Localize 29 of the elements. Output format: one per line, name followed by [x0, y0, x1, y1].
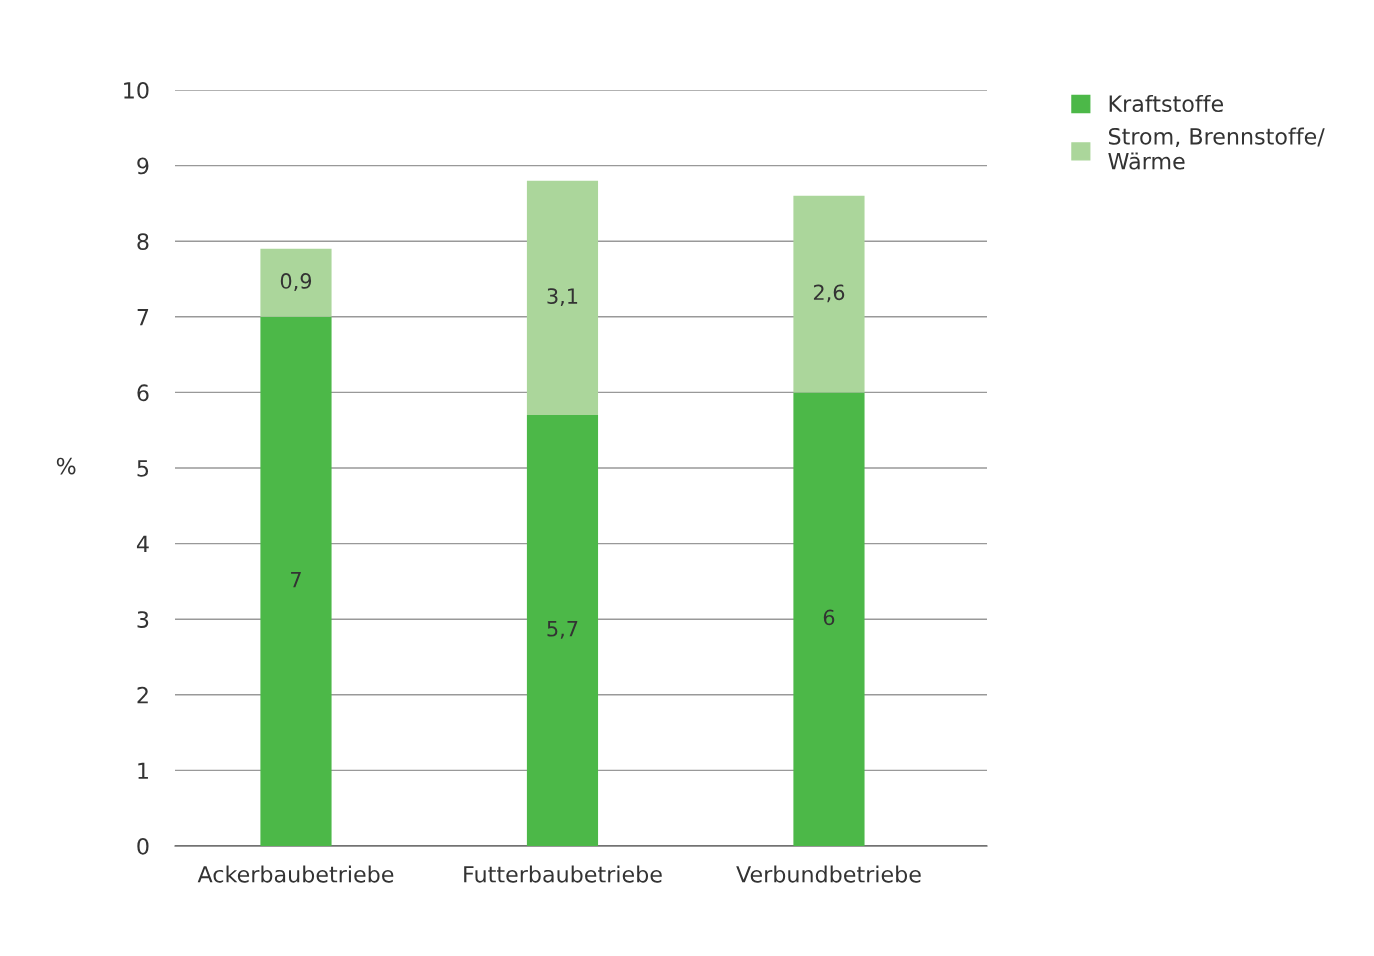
x-tick-label: Verbundbetriebe	[736, 865, 921, 883]
y-tick-label: 3	[137, 611, 149, 628]
data-label: 7	[291, 571, 301, 588]
y-tick-label: 5	[137, 460, 149, 477]
bar	[793, 392, 865, 846]
y-tick-label: 6	[137, 384, 149, 402]
data-label: 3,1	[547, 288, 578, 307]
bar	[793, 195, 865, 393]
x-tick-label: Futterbaubetriebe	[464, 865, 662, 883]
legend-label: Kraftstoffe	[1109, 94, 1224, 113]
legend-label: Strom, Brennstoffe/ Wärme	[1108, 127, 1325, 170]
y-tick-label: 7	[137, 309, 149, 326]
y-tick-label: 9	[137, 157, 149, 175]
data-label: 2,6	[813, 284, 845, 303]
bar	[260, 316, 332, 846]
data-label: 0,9	[280, 273, 312, 291]
y-tick-label: 4	[136, 535, 149, 553]
bar	[526, 180, 599, 416]
y-tick-label: 1	[138, 762, 148, 779]
y-tick-label: 8	[137, 233, 149, 250]
y-tick-label: 10	[124, 81, 149, 99]
x-tick-label: Ackerbaubetriebe	[197, 865, 394, 883]
data-label: 5,7	[547, 621, 578, 639]
y-tick-label: 0	[137, 837, 149, 855]
y-tick-label: 2	[137, 686, 148, 704]
data-label: 6	[823, 609, 835, 626]
bar	[260, 248, 332, 317]
bar	[526, 415, 599, 846]
y-axis-title: %	[56, 457, 76, 475]
